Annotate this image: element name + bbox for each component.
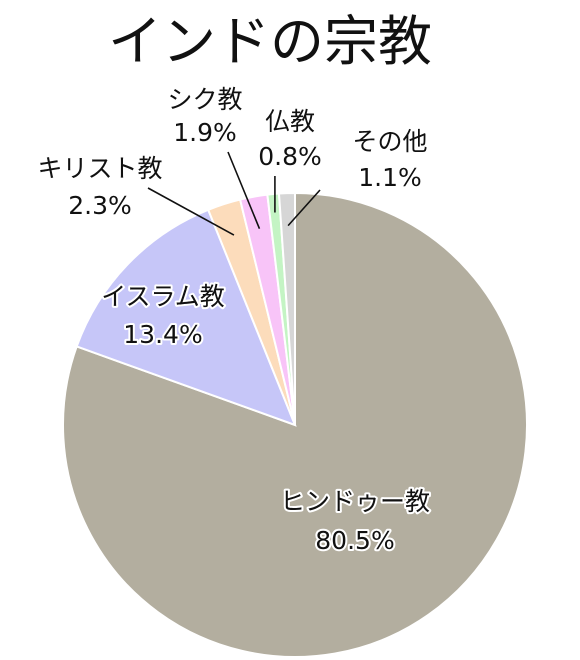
slice-value-label: 1.1% [358, 163, 422, 192]
slice-value-label: 13.4% [123, 320, 202, 349]
slice-value-label: 1.9% [173, 118, 237, 147]
chart-title: インドの宗教 [108, 10, 432, 73]
leader-lines [147, 151, 321, 236]
slice-value-label: 80.5% [315, 526, 394, 555]
pie-slice [277, 191, 296, 426]
slice-value-label: 2.3% [68, 191, 132, 220]
leader-line [287, 189, 321, 227]
slice-value-label: 0.8% [258, 142, 322, 171]
slice-label: その他 [352, 127, 427, 156]
leader-line [227, 151, 261, 229]
slice-label: ヒンドゥー教 [280, 487, 430, 516]
leader-line [147, 187, 235, 236]
slice-label: シク教 [167, 85, 242, 114]
pie-slices [62, 191, 528, 658]
slice-labels: ヒンドゥー教 80.5% イスラム教 13.4% キリスト教 2.3% シク教 1.9% 仏教 0… [37, 85, 432, 557]
slice-label: キリスト教 [37, 154, 162, 183]
slice-label: イスラム教 [101, 282, 225, 311]
pie-slice [75, 208, 297, 427]
slice-label: 仏教 [265, 107, 315, 136]
